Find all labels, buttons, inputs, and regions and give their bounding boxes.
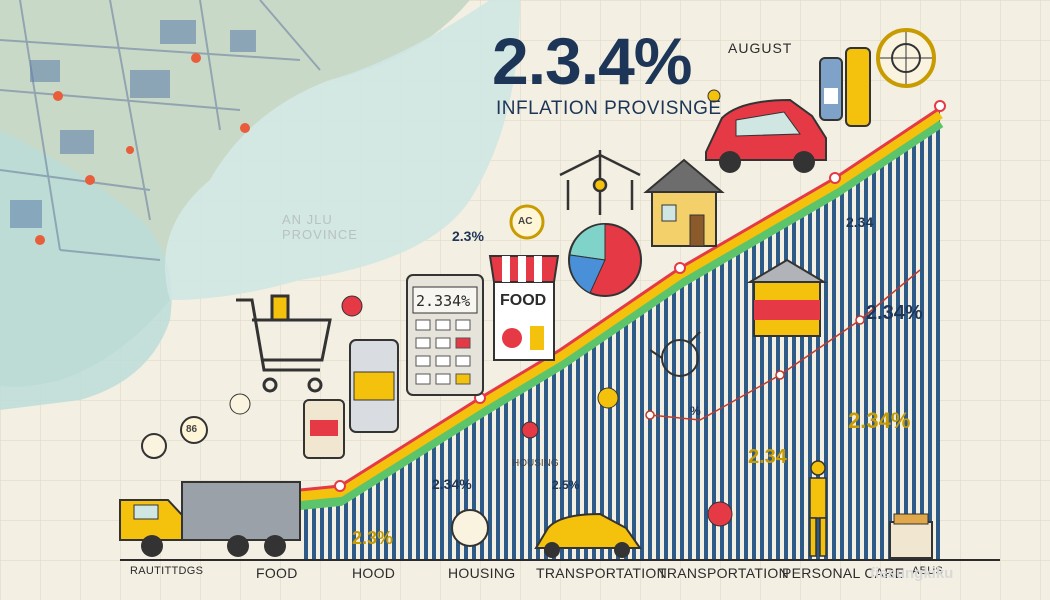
ghost-map-text: AN JLU PROVINCE: [282, 212, 358, 242]
map-water: [165, 0, 520, 300]
store-sign: FOOD: [500, 292, 547, 309]
badge-86-icon: [180, 416, 208, 444]
ac-badge-label: AC: [518, 216, 533, 227]
pct-label-right-top: 2.34: [846, 214, 874, 230]
pie-chart-icon: [568, 223, 642, 297]
storage-box-icon: [746, 258, 828, 337]
category-label-5: TRANSPORTATION: [536, 565, 667, 581]
truck-icon: [119, 481, 301, 557]
month-label: AUGUST: [728, 40, 793, 56]
category-label-6: TRANSPORTATION: [658, 565, 789, 581]
watermark: fiesungkiku: [870, 565, 954, 582]
kettle-icon: [649, 331, 701, 377]
map-blocks: [10, 20, 256, 228]
green-band: [299, 117, 944, 510]
food-store-icon: [488, 255, 560, 361]
wheel-icon: [876, 28, 936, 88]
red-car-icon: [705, 98, 827, 173]
housing-small-label: HOUSING: [512, 458, 559, 469]
jar-icon: [303, 339, 399, 459]
bin-icon: [889, 513, 933, 559]
yellow-car-icon: [534, 512, 642, 558]
category-label-1: RAUTITTDGS: [130, 565, 204, 577]
pct-label-right-big: 2.34%: [848, 408, 911, 433]
map-water-left: [0, 130, 172, 410]
pct-label-mid: 2.34%: [432, 476, 472, 492]
secondary-markers: [645, 315, 865, 420]
ghost-line-1: AN JLU: [282, 212, 333, 227]
category-label-7: PERSONAL CARE: [782, 565, 905, 581]
ac-badge-icon: [509, 204, 545, 240]
house-icon: [643, 158, 725, 247]
pct-label-right-mid: 2.34%: [866, 302, 923, 324]
map-roads: [0, 0, 321, 261]
category-label-3: HOOD: [352, 565, 396, 581]
category-label-2: FOOD: [256, 565, 298, 581]
calculator-icon: [406, 274, 484, 396]
person-icon: [809, 460, 827, 557]
bottles-icon: [819, 47, 871, 127]
pct-label-bottom-mid: 2.5%: [552, 478, 580, 492]
ghost-line-2: PROVINCE: [282, 227, 358, 242]
map-pins: [35, 53, 250, 245]
coin-icons: [141, 89, 733, 547]
category-label-4: HOUSING: [448, 565, 516, 581]
pct-label-left: 2.3%: [452, 228, 484, 244]
pct-label-bottom-left: 2.3%: [352, 528, 394, 548]
shopping-cart-icon: [236, 294, 332, 393]
badge-86-label: 86: [186, 424, 198, 435]
subhead-title: INFLATION PROVISNGE: [496, 98, 722, 119]
balance-scale-icon: [559, 150, 641, 215]
headline-rate: 2.3.4%: [492, 24, 692, 98]
pct-label-right-low: 2.34: [748, 446, 787, 468]
calculator-display: 2.334%: [416, 292, 471, 310]
pct-label-small: %: [690, 404, 701, 418]
category-label-8: ABUS: [912, 565, 944, 577]
